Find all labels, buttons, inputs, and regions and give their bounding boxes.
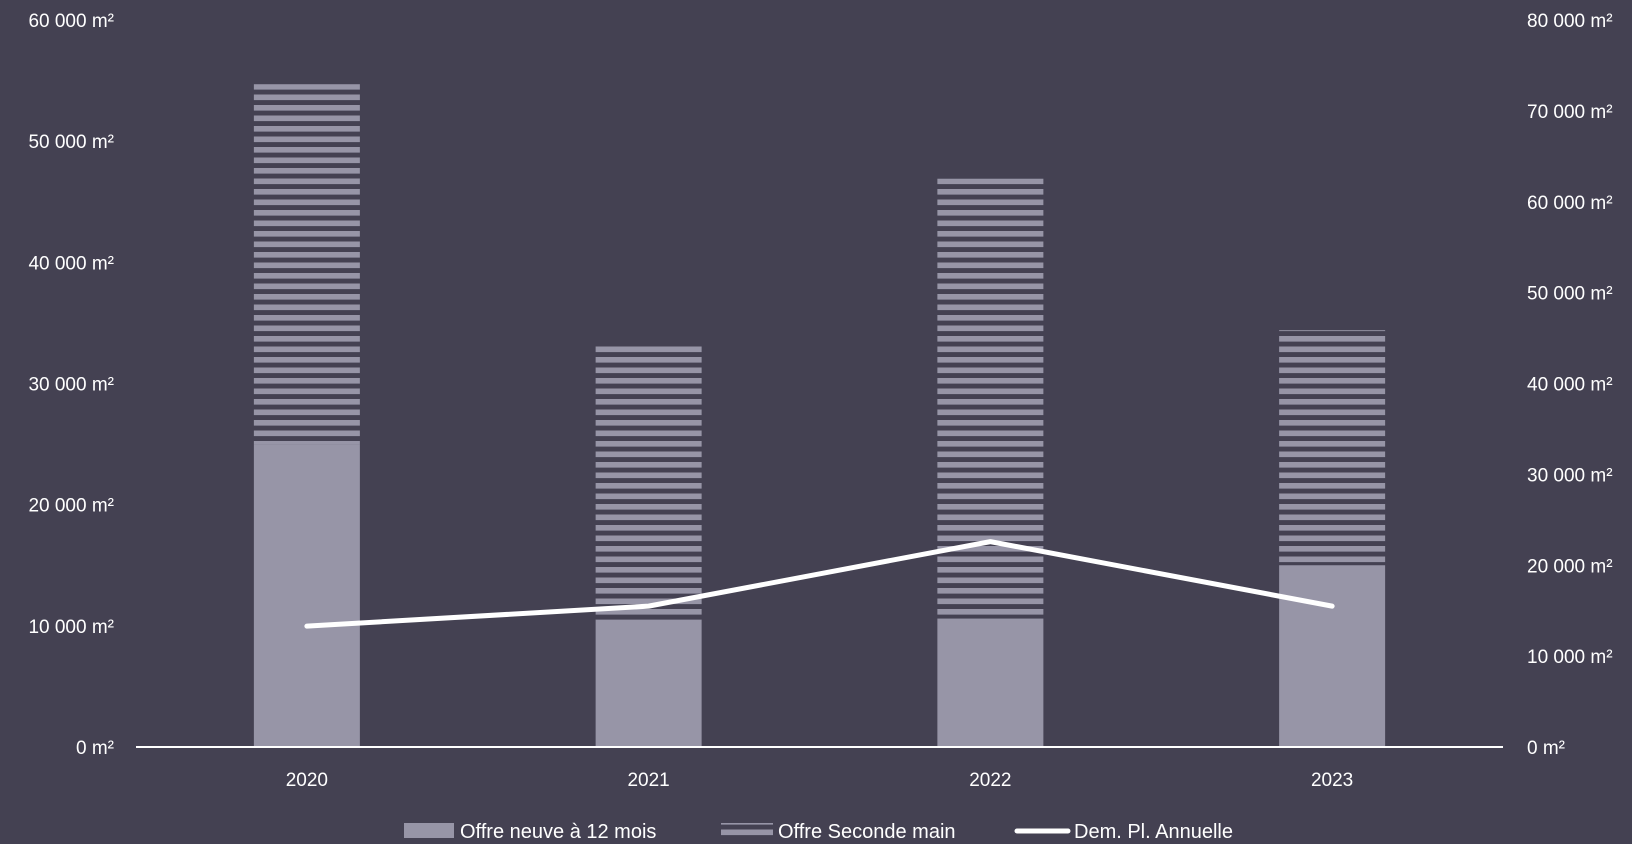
bar-offre-neuve (595, 619, 702, 747)
x-tick-label: 2022 (969, 770, 1011, 791)
bar-offre-seconde-main (937, 178, 1044, 619)
bar-offre-seconde-main (595, 342, 702, 620)
y-right-tick-label: 30 000 m² (1527, 465, 1613, 486)
y-left-tick-label: 10 000 m² (28, 617, 114, 638)
x-tick-label: 2023 (1311, 770, 1353, 791)
legend: Offre neuve à 12 mois Offre Seconde main D… (404, 821, 1233, 843)
y-right-tick-label: 40 000 m² (1527, 375, 1613, 396)
y-right-tick-label: 60 000 m² (1527, 193, 1613, 214)
y-right-tick-label: 80 000 m² (1527, 11, 1613, 32)
bar-offre-seconde-main (253, 84, 360, 445)
y-left-tick-label: 20 000 m² (28, 496, 114, 517)
y-left-tick-label: 60 000 m² (28, 11, 114, 32)
legend-label-offre-neuve: Offre neuve à 12 mois (460, 821, 656, 843)
y-left-tick-label: 30 000 m² (28, 375, 114, 396)
legend-label-offre-seconde-main: Offre Seconde main (778, 821, 956, 843)
y-left-tick-label: 40 000 m² (28, 253, 114, 274)
bar-offre-seconde-main (1279, 330, 1386, 566)
legend-label-dem-pl-annuelle: Dem. Pl. Annuelle (1074, 821, 1233, 843)
y-right-tick-label: 10 000 m² (1527, 647, 1613, 668)
y-left-tick-label: 50 000 m² (28, 132, 114, 153)
line-series (304, 539, 1335, 629)
legend-swatch-offre-neuve (404, 823, 454, 838)
y-left-tick-label: 0 m² (76, 738, 114, 759)
bar-offre-neuve (937, 618, 1044, 747)
x-axis: 2020 2021 2022 2023 (286, 770, 1354, 791)
x-tick-label: 2020 (286, 770, 328, 791)
y-right-tick-label: 70 000 m² (1527, 102, 1613, 123)
right-axis: 0 m² 10 000 m² 20 000 m² 30 000 m² 40 000 m²… (1527, 11, 1613, 759)
legend-swatch-offre-seconde-main (721, 823, 773, 838)
bar-offre-neuve (253, 444, 360, 747)
x-tick-label: 2021 (627, 770, 669, 791)
line-dem-pl-annuelle (304, 539, 1335, 629)
left-axis: 0 m² 10 000 m² 20 000 m² 30 000 m² 40 000 m²… (28, 11, 114, 759)
y-right-tick-label: 20 000 m² (1527, 556, 1613, 577)
bar-offre-neuve (1279, 565, 1386, 747)
y-right-tick-label: 50 000 m² (1527, 284, 1613, 305)
bars (253, 84, 1386, 747)
y-right-tick-label: 0 m² (1527, 738, 1565, 759)
